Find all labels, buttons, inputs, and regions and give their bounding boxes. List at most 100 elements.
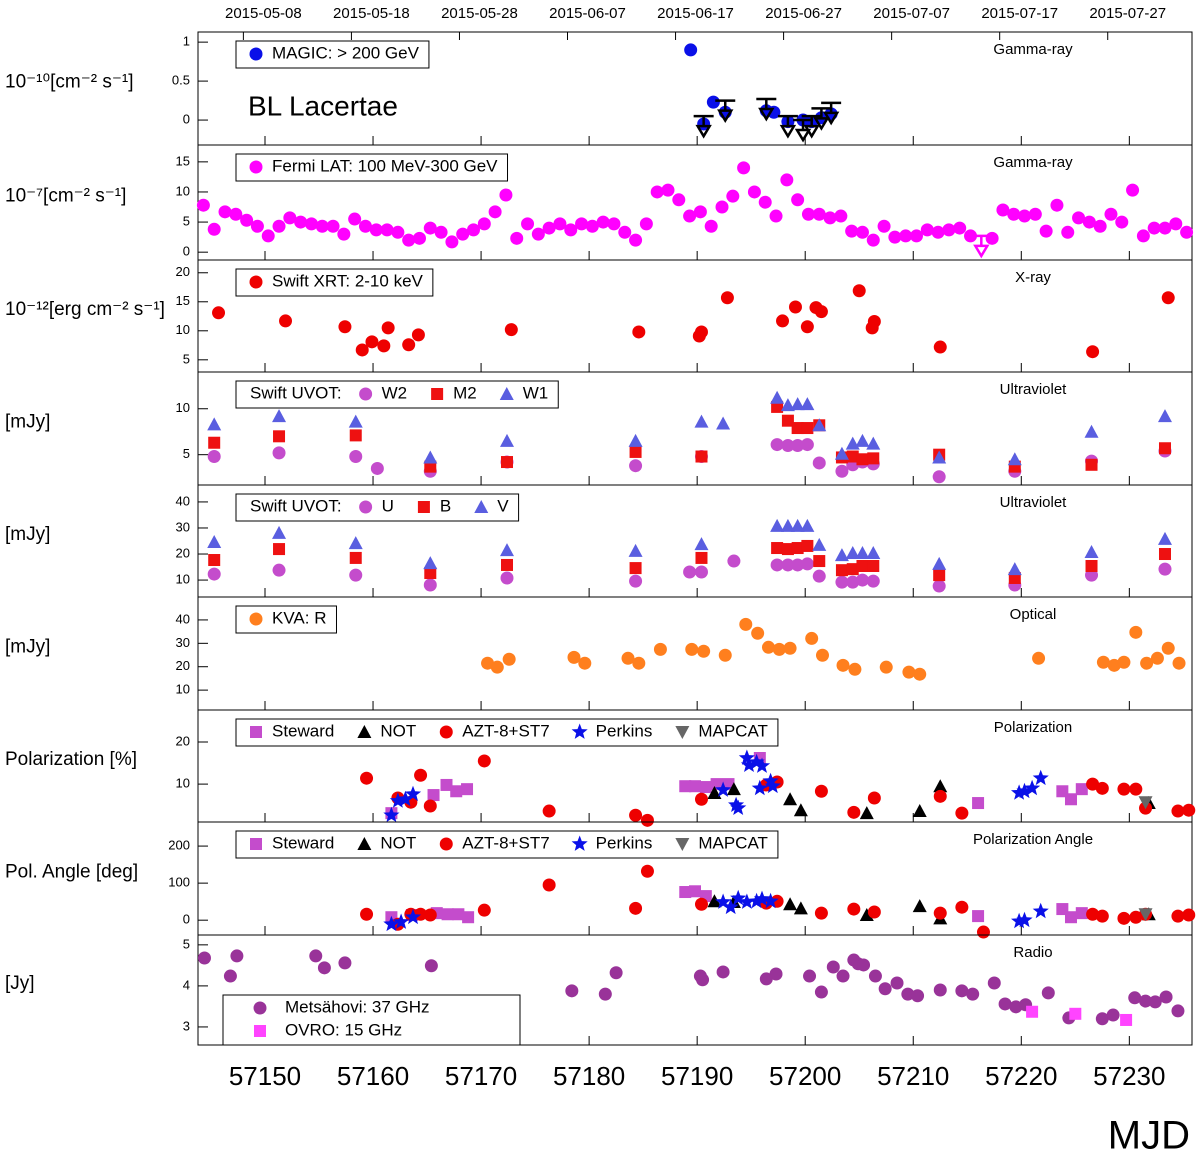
data-point (855, 225, 869, 239)
data-point (596, 215, 610, 229)
y-tick-label: 20 (176, 264, 190, 279)
upper-limit (811, 107, 832, 131)
legend-box (235, 40, 430, 69)
data-point (868, 969, 882, 983)
data-point (1026, 1005, 1039, 1018)
date-tick-label: 2015-07-17 (981, 5, 1058, 22)
data-point (852, 284, 866, 298)
data-point (814, 305, 828, 319)
data-point (776, 314, 790, 328)
data-point (781, 414, 794, 427)
data-point (632, 656, 646, 670)
panel-annotation: Gamma-ray (993, 41, 1073, 58)
data-point (933, 789, 947, 803)
data-point (223, 969, 237, 983)
data-point (696, 973, 710, 987)
data-point (834, 446, 849, 460)
data-point (628, 433, 643, 447)
date-tick-label: 2015-05-18 (333, 5, 410, 22)
legend-label: NOT (380, 833, 416, 852)
data-point (1018, 209, 1032, 223)
data-point (706, 95, 720, 109)
data-point (389, 792, 406, 808)
data-point (208, 436, 221, 449)
data-point (349, 429, 362, 442)
y-tick-label: 3 (183, 1018, 190, 1033)
data-point (857, 958, 871, 972)
data-point (803, 969, 817, 983)
data-point (1041, 986, 1055, 1000)
data-point (629, 901, 643, 915)
data-point (783, 792, 798, 806)
data-point (867, 315, 881, 329)
data-point (867, 905, 881, 919)
data-point (920, 223, 934, 237)
data-point (780, 173, 794, 187)
data-point (1011, 784, 1028, 800)
data-point (1032, 902, 1049, 919)
data-point (1180, 225, 1194, 239)
legend-label: NOT (380, 721, 416, 740)
y-tick-label: 5 (183, 214, 190, 229)
upper-limit (756, 97, 777, 122)
data-point (933, 340, 947, 354)
data-point (207, 535, 222, 549)
legend-marker (571, 723, 588, 739)
data-point (391, 225, 405, 239)
data-point (694, 565, 708, 579)
data-point (866, 436, 881, 450)
data-point (800, 518, 815, 532)
data-point (337, 227, 351, 241)
data-point (1158, 221, 1172, 235)
data-point (1075, 783, 1088, 796)
data-point (369, 223, 383, 237)
data-point (1161, 641, 1175, 655)
y-tick-label: 10 (176, 322, 190, 337)
data-point (585, 219, 599, 233)
data-point (693, 205, 707, 219)
data-point (866, 233, 880, 247)
y-axis-label: [mJy] (5, 524, 50, 545)
data-point (689, 885, 701, 898)
data-point (813, 555, 826, 568)
data-point (629, 445, 642, 458)
y-tick-label: 100 (168, 875, 190, 890)
data-point (441, 908, 454, 921)
data-point (748, 753, 765, 770)
data-point (273, 430, 286, 443)
data-point (629, 808, 643, 822)
data-point (679, 886, 692, 899)
data-point (913, 667, 927, 681)
data-point (847, 805, 861, 819)
data-point (380, 223, 394, 237)
x-tick-label: 57220 (985, 1061, 1057, 1091)
legend-marker (359, 387, 373, 401)
data-point (1136, 229, 1150, 243)
x-tick-label: 57160 (337, 1061, 409, 1091)
data-point (500, 433, 515, 447)
y-tick-label: 5 (183, 351, 190, 366)
data-point (771, 542, 784, 555)
data-point (695, 450, 708, 463)
x-tick-label: 57170 (445, 1061, 517, 1091)
data-point (770, 558, 784, 572)
panel-annotation: Optical (1010, 606, 1057, 623)
legend-marker (417, 501, 430, 513)
data-point (1009, 1000, 1023, 1014)
data-point (1157, 409, 1172, 423)
data-point (955, 900, 969, 914)
data-point (229, 207, 243, 221)
data-point (639, 217, 653, 231)
data-point (685, 642, 699, 656)
y-tick-label: 30 (176, 519, 190, 534)
data-point (737, 161, 751, 175)
y-tick-label: 20 (176, 658, 190, 673)
data-point (710, 778, 723, 791)
data-point (1117, 911, 1131, 925)
data-point (1093, 219, 1107, 233)
data-point (770, 438, 784, 452)
data-point (1075, 907, 1088, 920)
data-point (751, 779, 768, 796)
legend-label: MAPCAT (698, 721, 768, 740)
legend-label: W1 (523, 383, 549, 402)
